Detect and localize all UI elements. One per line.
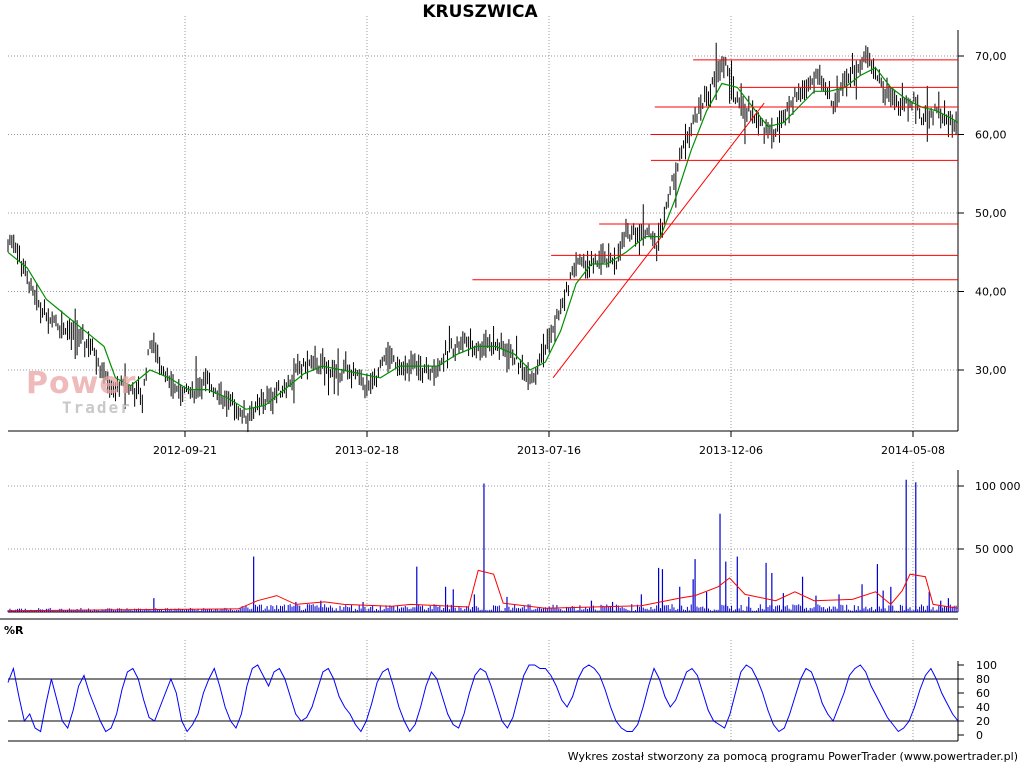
wr-tick-label: 20 xyxy=(976,715,990,728)
volume-average-line xyxy=(7,569,959,612)
wr-tick-label: 60 xyxy=(976,687,990,700)
x-tick-label: 2014-05-08 xyxy=(881,444,945,457)
y-tick-label: 50,00 xyxy=(975,207,1007,220)
x-tick-label: 2012-09-21 xyxy=(153,444,217,457)
wr-tick-label: 40 xyxy=(976,701,990,714)
x-tick-label: 2013-07-16 xyxy=(517,444,581,457)
y-tick-label: 60,00 xyxy=(975,129,1007,142)
footer-credit: Wykres został stworzony za pomocą progra… xyxy=(567,750,1018,763)
volume-tick-label: 100 000 xyxy=(975,480,1021,493)
wr-tick-label: 0 xyxy=(976,729,983,742)
wr-tick-label: 100 xyxy=(976,659,997,672)
moving-average-line xyxy=(7,67,959,410)
y-tick-label: 70,00 xyxy=(975,50,1007,63)
wr-tick-label: 80 xyxy=(976,673,990,686)
indicator-label: %R xyxy=(4,624,24,637)
watermark-logo-sub: Trader xyxy=(62,398,132,417)
y-tick-label: 30,00 xyxy=(975,364,1007,377)
watermark-logo: Power xyxy=(26,366,137,401)
trend-line xyxy=(552,102,765,379)
chart-title: KRUSZWICA xyxy=(422,2,538,22)
x-tick-label: 2013-12-06 xyxy=(699,444,763,457)
x-tick-label: 2013-02-18 xyxy=(335,444,399,457)
y-tick-label: 40,00 xyxy=(975,286,1007,299)
volume-tick-label: 50 000 xyxy=(975,543,1014,556)
williams-r-line xyxy=(7,664,959,733)
